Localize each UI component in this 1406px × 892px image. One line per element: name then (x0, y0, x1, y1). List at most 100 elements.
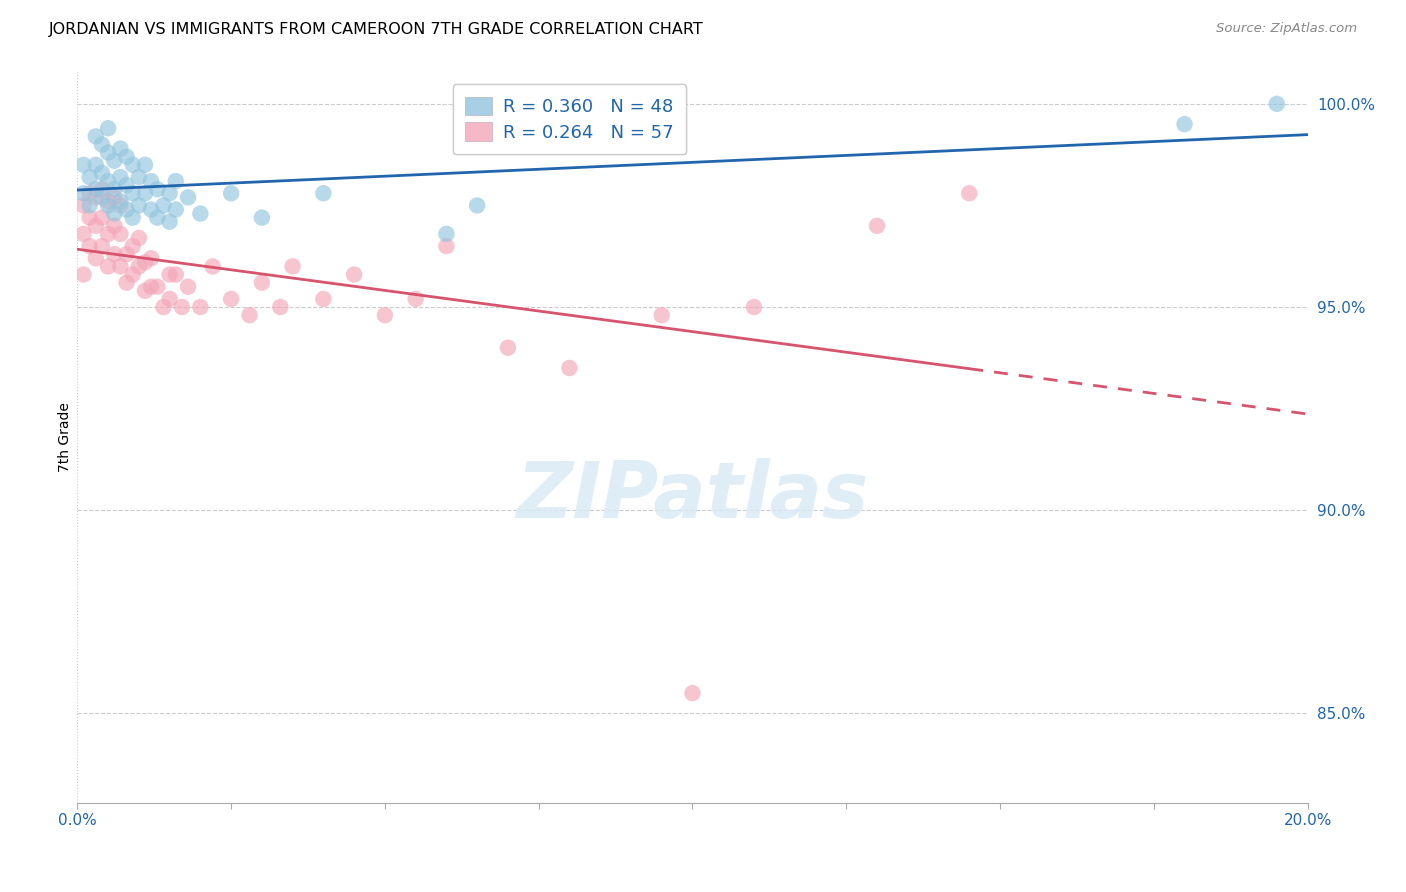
Point (152, 300, 174, 314)
Text: JORDANIAN VS IMMIGRANTS FROM CAMEROON 7TH GRADE CORRELATION CHART: JORDANIAN VS IMMIGRANTS FROM CAMEROON 7T… (49, 22, 704, 37)
Point (79, 239, 101, 253)
Point (128, 231, 150, 245)
Point (79, 211, 101, 225)
Point (159, 292, 181, 306)
Point (110, 194, 132, 209)
Point (97, 227, 120, 241)
Point (496, 341, 519, 355)
Point (159, 215, 181, 229)
Point (84, 252, 107, 266)
Point (269, 300, 291, 314)
Point (115, 276, 138, 290)
Point (97, 174, 120, 188)
Point (177, 279, 200, 293)
Point (188, 206, 212, 220)
Point (90, 211, 114, 225)
Point (374, 308, 396, 322)
Point (1174, 117, 1197, 131)
Point (84, 129, 107, 144)
Point (165, 202, 187, 217)
Point (110, 227, 132, 241)
Point (103, 190, 125, 204)
Point (682, 686, 704, 700)
Point (219, 186, 242, 201)
Point (121, 211, 143, 225)
Y-axis label: 7th Grade: 7th Grade (58, 402, 72, 472)
Point (72, 227, 94, 241)
Legend: R = 0.360   N = 48, R = 0.264   N = 57: R = 0.360 N = 48, R = 0.264 N = 57 (453, 84, 686, 154)
Point (97, 194, 120, 209)
Point (90, 182, 114, 196)
Point (134, 158, 156, 172)
Point (121, 239, 143, 253)
Point (152, 198, 174, 212)
Point (110, 142, 132, 156)
Text: ZIPatlas: ZIPatlas (516, 458, 869, 533)
Point (72, 158, 94, 172)
Point (103, 247, 125, 261)
Point (141, 279, 163, 293)
Point (79, 198, 101, 212)
Point (72, 186, 94, 201)
Point (128, 169, 150, 184)
Point (742, 300, 765, 314)
Point (84, 190, 107, 204)
Point (436, 239, 458, 253)
Point (312, 186, 335, 201)
Point (177, 190, 200, 204)
Point (134, 255, 156, 269)
Point (188, 300, 212, 314)
Point (141, 202, 163, 217)
Point (239, 308, 262, 322)
Text: Source: ZipAtlas.com: Source: ZipAtlas.com (1216, 22, 1357, 36)
Point (141, 252, 163, 266)
Point (121, 158, 143, 172)
Point (90, 239, 114, 253)
Point (134, 284, 156, 298)
Point (558, 361, 581, 376)
Point (436, 227, 458, 241)
Point (103, 182, 125, 196)
Point (84, 182, 107, 196)
Point (97, 260, 120, 274)
Point (1265, 96, 1288, 111)
Point (146, 211, 169, 225)
Point (651, 308, 673, 322)
Point (121, 186, 143, 201)
Point (201, 260, 224, 274)
Point (90, 166, 114, 180)
Point (72, 198, 94, 212)
Point (90, 137, 114, 152)
Point (159, 186, 181, 201)
Point (90, 190, 114, 204)
Point (141, 174, 163, 188)
Point (110, 169, 132, 184)
Point (97, 121, 120, 136)
Point (146, 182, 169, 196)
Point (866, 219, 889, 233)
Point (957, 186, 980, 201)
Point (165, 268, 187, 282)
Point (405, 292, 427, 306)
Point (170, 300, 193, 314)
Point (115, 150, 138, 164)
Point (312, 292, 335, 306)
Point (97, 145, 120, 160)
Point (103, 219, 125, 233)
Point (84, 158, 107, 172)
Point (465, 198, 488, 212)
Point (97, 198, 120, 212)
Point (146, 279, 169, 293)
Point (103, 153, 125, 168)
Point (128, 198, 150, 212)
Point (103, 206, 125, 220)
Point (159, 268, 181, 282)
Point (281, 260, 304, 274)
Point (110, 260, 132, 274)
Point (250, 276, 273, 290)
Point (115, 247, 138, 261)
Point (115, 178, 138, 193)
Point (219, 292, 242, 306)
Point (110, 198, 132, 212)
Point (165, 174, 187, 188)
